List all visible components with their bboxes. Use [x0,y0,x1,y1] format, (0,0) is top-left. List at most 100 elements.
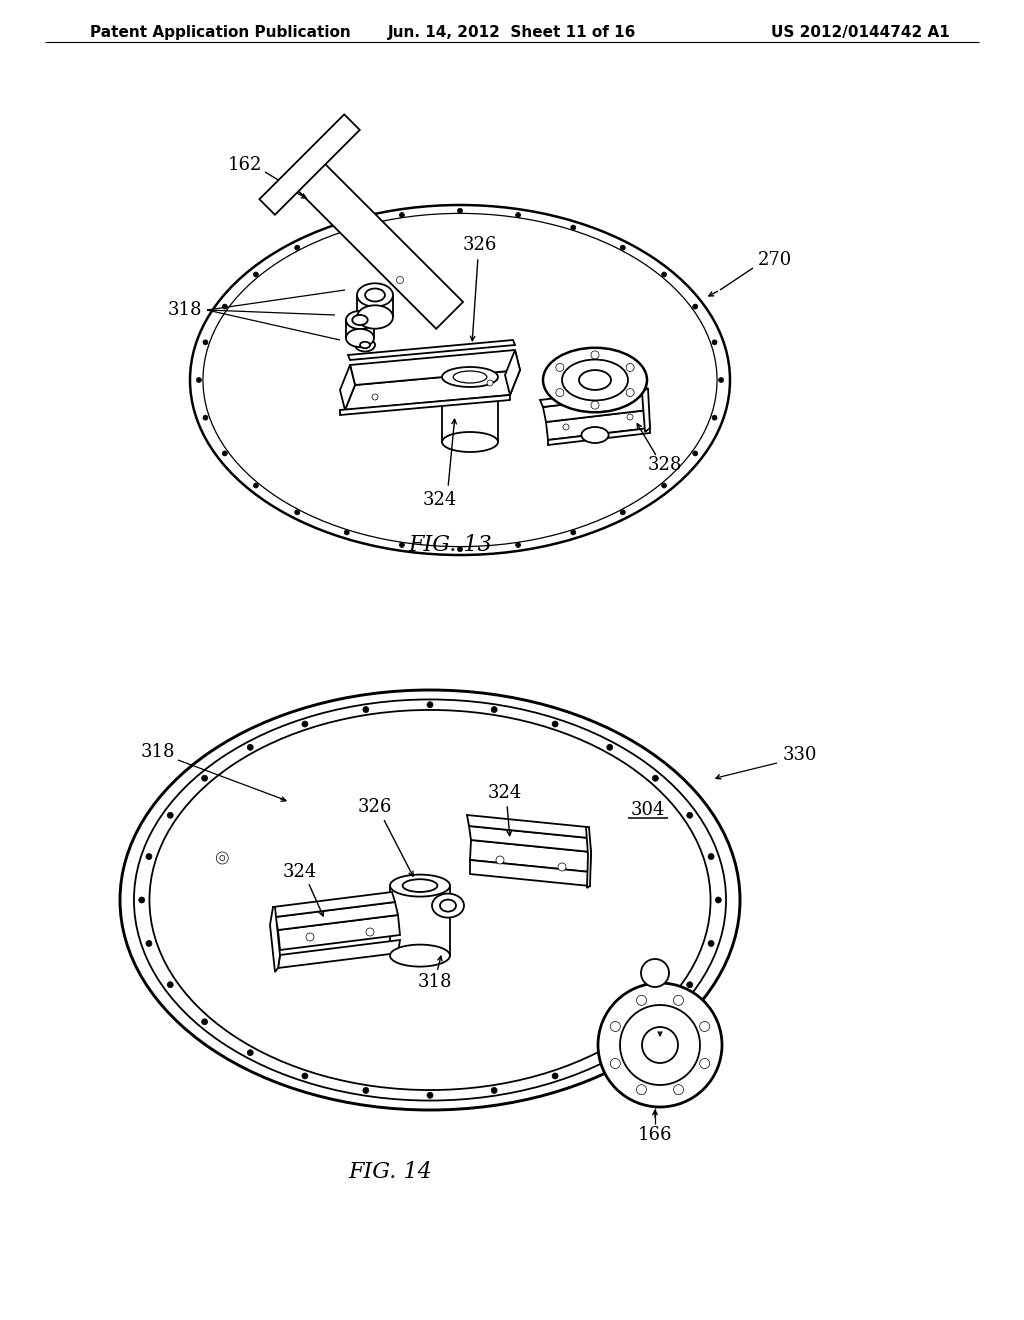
Circle shape [652,1019,658,1024]
Circle shape [708,854,714,859]
Circle shape [399,213,404,218]
Circle shape [202,775,208,781]
Ellipse shape [346,329,374,347]
Ellipse shape [562,359,628,400]
Text: 324: 324 [423,491,457,510]
Text: 318: 318 [140,743,175,762]
Circle shape [138,898,144,903]
Text: Jun. 14, 2012  Sheet 11 of 16: Jun. 14, 2012 Sheet 11 of 16 [388,25,636,40]
Circle shape [699,1022,710,1031]
Ellipse shape [390,875,450,896]
Text: 328: 328 [648,455,682,474]
Circle shape [197,378,202,383]
Polygon shape [340,395,510,414]
Circle shape [487,380,493,385]
Ellipse shape [360,342,370,348]
Circle shape [302,1073,308,1078]
Circle shape [641,960,669,987]
Circle shape [662,272,667,277]
Circle shape [687,812,693,818]
Circle shape [458,546,463,552]
Polygon shape [586,828,591,888]
Polygon shape [270,907,280,972]
Ellipse shape [579,370,611,389]
Polygon shape [505,350,520,395]
Circle shape [344,224,349,230]
Circle shape [637,995,646,1006]
Circle shape [570,224,575,230]
Circle shape [699,1059,710,1068]
Circle shape [222,304,227,309]
Circle shape [216,851,228,865]
Polygon shape [259,115,359,215]
Circle shape [556,363,564,371]
Circle shape [427,1093,433,1098]
Polygon shape [467,814,589,838]
Circle shape [372,393,378,400]
Circle shape [719,378,724,383]
Circle shape [496,855,504,865]
Circle shape [427,702,433,708]
Circle shape [516,543,520,548]
Circle shape [591,351,599,359]
Circle shape [247,1049,253,1056]
Polygon shape [548,428,650,445]
Circle shape [627,414,633,420]
Circle shape [637,1085,646,1094]
Polygon shape [345,370,520,411]
Circle shape [362,1088,369,1093]
Text: 326: 326 [357,799,392,816]
Ellipse shape [543,347,647,412]
Polygon shape [273,892,395,917]
Polygon shape [348,341,515,360]
Ellipse shape [432,894,464,917]
Ellipse shape [357,284,393,306]
Circle shape [492,706,498,713]
Text: 318: 318 [418,973,453,991]
Circle shape [366,928,374,936]
Circle shape [516,213,520,218]
Ellipse shape [357,305,393,329]
Circle shape [610,1022,621,1031]
Ellipse shape [442,432,498,451]
Text: US 2012/0144742 A1: US 2012/0144742 A1 [771,25,950,40]
Circle shape [662,483,667,488]
Ellipse shape [440,900,456,912]
Text: FIG. 13: FIG. 13 [409,535,492,556]
Polygon shape [543,395,648,422]
Circle shape [674,1085,683,1094]
Circle shape [458,209,463,214]
Polygon shape [291,157,463,329]
Polygon shape [642,388,650,432]
Ellipse shape [352,315,368,325]
Polygon shape [469,826,591,851]
Polygon shape [470,861,590,886]
Circle shape [716,898,721,903]
Circle shape [558,863,566,871]
Ellipse shape [190,205,730,554]
Text: 270: 270 [758,251,793,269]
Circle shape [591,401,599,409]
Circle shape [621,246,626,251]
Ellipse shape [150,710,711,1090]
Circle shape [570,529,575,535]
Circle shape [598,983,722,1107]
Ellipse shape [390,945,450,966]
Circle shape [642,1027,678,1063]
Circle shape [253,272,258,277]
Polygon shape [540,388,645,407]
Circle shape [396,276,403,284]
Circle shape [552,1073,558,1078]
Circle shape [626,388,634,396]
Circle shape [607,744,612,750]
Ellipse shape [366,289,385,301]
Circle shape [203,416,208,420]
Text: 326: 326 [463,236,498,253]
Circle shape [302,721,308,727]
Circle shape [626,363,634,371]
Polygon shape [275,902,398,931]
Circle shape [167,812,173,818]
Circle shape [222,451,227,455]
Ellipse shape [454,371,486,383]
Circle shape [610,1059,621,1068]
